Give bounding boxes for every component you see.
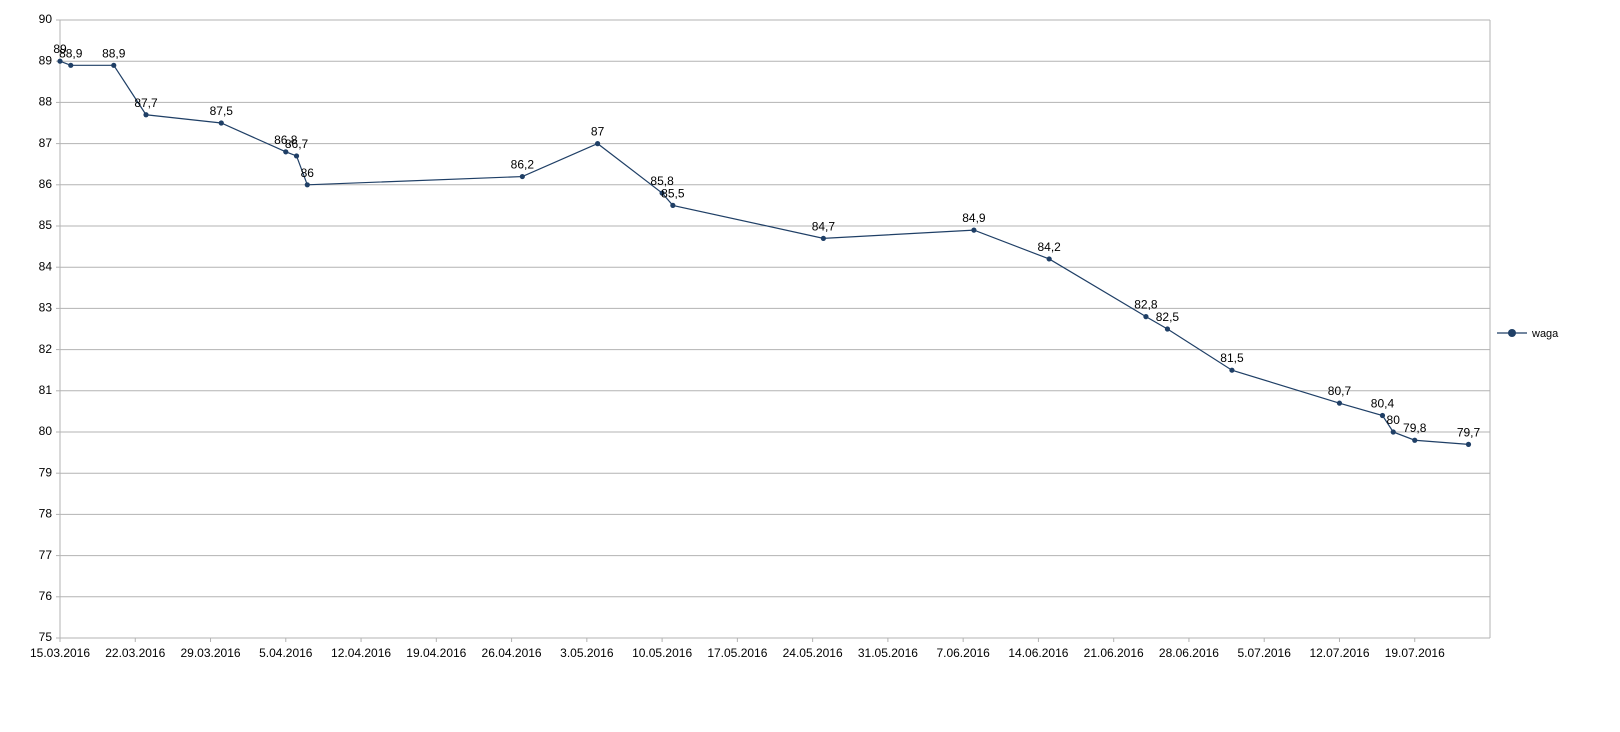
data-label: 86,8	[274, 133, 298, 147]
data-label: 84,7	[812, 219, 836, 233]
data-point	[68, 62, 74, 68]
data-label: 87,7	[134, 96, 158, 110]
y-tick-label: 85	[39, 218, 53, 232]
y-tick-label: 77	[39, 548, 53, 562]
data-point	[1229, 367, 1235, 373]
x-tick-label: 17.05.2016	[707, 646, 767, 660]
data-label: 86	[301, 166, 315, 180]
x-axis-ticks: 15.03.2016 22.03.2016 29.03.2016 5.04.2016 1…	[30, 638, 1445, 660]
y-tick-label: 81	[39, 383, 53, 397]
x-tick-label: 22.03.2016	[105, 646, 165, 660]
data-point	[218, 120, 224, 126]
data-point	[519, 173, 525, 180]
x-tick-label: 24.05.2016	[783, 646, 843, 660]
x-tick-label: 10.05.2016	[632, 646, 692, 660]
legend-marker	[1508, 329, 1516, 337]
legend-label: waga	[1531, 328, 1559, 340]
x-tick-label: 12.04.2016	[331, 646, 391, 660]
x-tick-label: 26.04.2016	[482, 646, 542, 660]
y-tick-label: 86	[39, 177, 53, 191]
x-tick-label: 19.07.2016	[1385, 646, 1445, 660]
data-label: 82,5	[1156, 310, 1180, 324]
data-point	[304, 182, 310, 188]
x-tick-label: 19.04.2016	[406, 646, 466, 660]
y-tick-label: 84	[39, 259, 53, 273]
x-tick-label: 15.03.2016	[30, 646, 90, 660]
data-point	[971, 227, 977, 233]
data-label: 80	[1387, 413, 1401, 427]
x-tick-label: 5.07.2016	[1238, 646, 1292, 660]
data-label: 79,8	[1403, 421, 1427, 435]
y-tick-label: 75	[39, 630, 53, 644]
y-tick-label: 88	[39, 95, 53, 109]
data-point	[1336, 400, 1343, 406]
data-point	[293, 153, 300, 159]
data-label: 79,7	[1457, 425, 1481, 439]
data-point	[670, 202, 676, 208]
y-tick-label: 83	[39, 301, 53, 315]
legend: waga	[1497, 328, 1559, 340]
data-label: 85,8	[650, 174, 674, 188]
y-tick-label: 87	[39, 136, 53, 150]
x-tick-label: 31.05.2016	[858, 646, 918, 660]
data-label: 84,9	[962, 211, 986, 225]
x-tick-label: 14.06.2016	[1008, 646, 1068, 660]
axes	[59, 20, 1491, 639]
data-label: 89	[53, 42, 67, 56]
y-tick-label: 78	[39, 507, 53, 521]
x-tick-label: 3.05.2016	[560, 646, 614, 660]
y-axis-ticks: 75 76 77 78 79 80 81 82 83 84 85 86 87 88 89 90	[39, 12, 60, 644]
y-tick-label: 90	[39, 12, 53, 26]
y-tick-label: 80	[39, 424, 53, 438]
data-label: 84,2	[1037, 240, 1061, 254]
data-point	[111, 62, 117, 68]
data-point	[1465, 441, 1472, 447]
x-tick-label: 7.06.2016	[936, 646, 990, 660]
data-label: 88,9	[102, 46, 126, 60]
data-label: 86,7	[285, 137, 309, 151]
data-label: 87,5	[210, 104, 234, 118]
data-point	[1390, 429, 1396, 435]
data-point	[1164, 326, 1171, 332]
data-point	[1143, 314, 1149, 320]
data-point	[57, 58, 63, 64]
data-point	[594, 141, 601, 147]
y-tick-label: 79	[39, 465, 53, 479]
grid-lines	[60, 19, 1490, 639]
data-label: 85,5	[661, 186, 685, 200]
data-point	[820, 235, 826, 241]
data-point	[143, 112, 149, 118]
data-point	[659, 190, 665, 196]
x-tick-label: 12.07.2016	[1309, 646, 1369, 660]
data-point	[1046, 256, 1052, 262]
y-tick-label: 76	[39, 589, 53, 603]
data-point	[1412, 437, 1418, 443]
data-label: 88,9	[59, 46, 83, 60]
data-label: 80,7	[1328, 384, 1352, 398]
data-label: 80,4	[1371, 397, 1395, 411]
y-tick-label: 82	[39, 342, 53, 356]
x-tick-label: 21.06.2016	[1084, 646, 1144, 660]
data-point	[1379, 412, 1386, 419]
data-point	[283, 149, 289, 155]
data-label: 87	[591, 125, 605, 139]
y-tick-label: 89	[39, 53, 53, 67]
x-tick-label: 28.06.2016	[1159, 646, 1219, 660]
series-line-waga	[59, 60, 1469, 445]
data-label: 86,2	[511, 158, 535, 172]
x-tick-label: 5.04.2016	[259, 646, 313, 660]
data-label: 82,8	[1134, 298, 1158, 312]
data-label: 81,5	[1220, 351, 1244, 365]
x-tick-label: 29.03.2016	[180, 646, 240, 660]
